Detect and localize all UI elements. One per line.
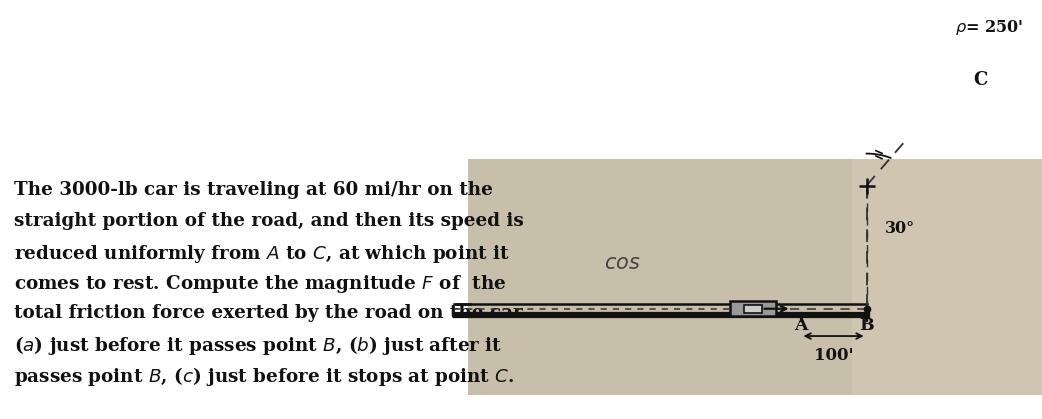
Text: total friction force exerted by the road on the car: total friction force exerted by the road… [14, 304, 523, 322]
Text: The 3000-lb car is traveling at 60 mi/hr on the: The 3000-lb car is traveling at 60 mi/hr… [14, 181, 493, 199]
Text: $\rho$= 250': $\rho$= 250' [954, 18, 1022, 36]
Bar [744, 305, 762, 313]
Text: C: C [973, 71, 988, 89]
Text: reduced uniformly from $A$ to $C$, at which point it: reduced uniformly from $A$ to $C$, at wh… [14, 243, 510, 264]
Text: 100': 100' [814, 347, 853, 364]
Text: 30°: 30° [885, 220, 915, 237]
Text: $\it{cos}$: $\it{cos}$ [604, 254, 641, 273]
Bar [468, 159, 852, 395]
Text: comes to rest. Compute the magnitude $F$ of  the: comes to rest. Compute the magnitude $F$… [14, 273, 506, 295]
Bar [729, 301, 775, 316]
Bar [468, 159, 1042, 395]
Text: ($a$) just before it passes point $B$, ($b$) just after it: ($a$) just before it passes point $B$, (… [14, 334, 502, 357]
Text: A: A [794, 317, 808, 334]
Text: straight portion of the road, and then its speed is: straight portion of the road, and then i… [14, 212, 524, 230]
Text: B: B [860, 317, 874, 334]
Text: passes point $B$, ($c$) just before it stops at point $C$.: passes point $B$, ($c$) just before it s… [14, 365, 515, 388]
